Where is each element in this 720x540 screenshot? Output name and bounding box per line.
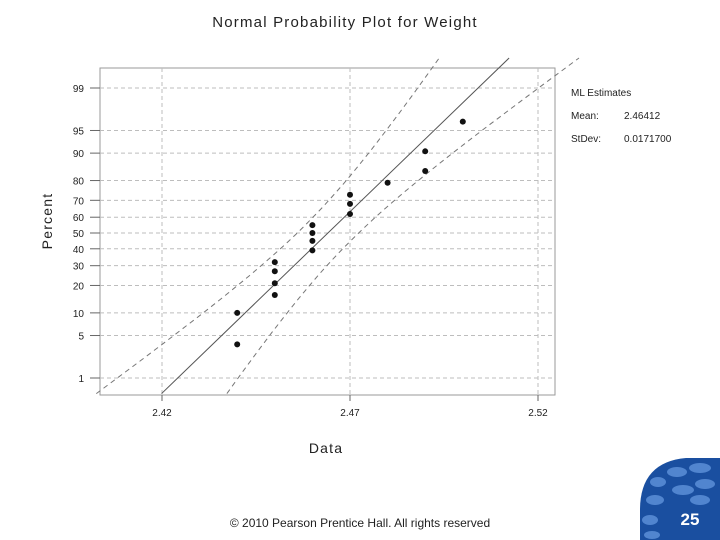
data-point [309,237,316,244]
data-point [347,210,353,217]
x-tick-labels: 2.42 2.47 2.52 [152,408,548,419]
data-point [347,191,353,198]
data-point [309,222,316,229]
ml-estimates-legend: ML Estimates Mean: 2.46412 StDev: 0.0171… [571,88,672,145]
data-point [309,230,316,236]
y-tick-label: 20 [73,281,85,292]
data-point [271,280,278,287]
legend-mean-label: Mean: [571,111,599,122]
data-point [271,268,278,275]
y-axis-label: Percent [39,193,55,250]
y-tick-label: 80 [73,177,85,188]
y-tick-label: 5 [78,332,84,343]
data-point [347,200,353,207]
y-tick-label: 60 [73,213,85,224]
confidence-lower [226,57,580,394]
page-badge [640,458,720,540]
legend-stdev-label: StDev: [571,134,601,145]
x-tick-label: 2.42 [152,408,172,419]
plot-frame [99,67,556,396]
y-tick-labels: 1 5 10 20 30 40 50 60 70 80 90 95 99 [73,84,85,385]
y-tick-label: 95 [73,126,85,137]
y-tick-label: 30 [73,262,85,273]
data-points [234,118,466,348]
x-axis-label: Data [309,440,343,456]
data-point [422,148,429,155]
page-number: 25 [680,510,700,529]
legend-stdev-value: 0.0171700 [624,134,672,145]
fit-line [161,57,510,394]
data-point [459,118,466,125]
y-tick-label: 40 [73,245,85,256]
y-tick-label: 1 [78,374,84,385]
data-point [309,247,316,254]
y-tick-label: 10 [73,309,85,320]
data-point [234,309,241,316]
y-tick-label: 50 [73,229,85,240]
data-point [384,179,391,186]
y-tick-label: 90 [73,149,85,160]
confidence-band [96,57,580,395]
fit-line-layer [161,57,510,394]
copyright-notice: © 2010 Pearson Prentice Hall. All rights… [229,516,491,530]
data-point [422,168,429,175]
legend-mean-value: 2.46412 [624,111,661,122]
data-point [234,341,241,348]
chart-title: Normal Probability Plot for Weight [212,14,478,31]
y-tick-label: 99 [73,84,85,95]
x-tick-label: 2.47 [340,408,360,419]
legend-title: ML Estimates [571,88,631,99]
confidence-upper [96,57,440,395]
x-tick-label: 2.52 [528,408,548,419]
data-point [271,291,278,298]
data-point [271,259,278,266]
grid-layer [90,68,555,401]
y-tick-label: 70 [73,196,85,207]
